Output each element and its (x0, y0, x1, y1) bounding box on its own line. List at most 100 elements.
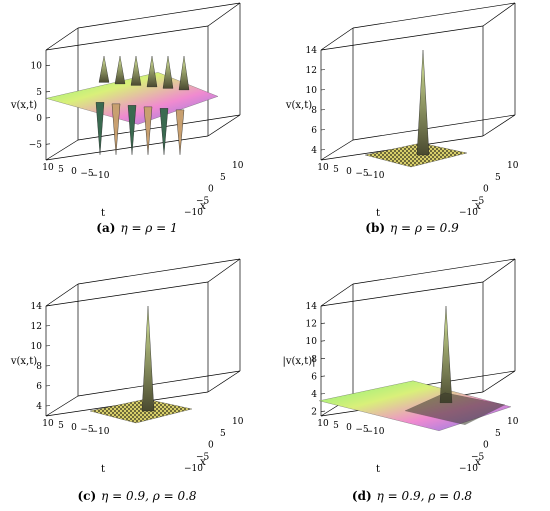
panel-label: (a) (96, 221, 115, 235)
panel-caption: (b) η = ρ = 0.9 (365, 221, 459, 235)
t-tick-label: −5 (355, 425, 369, 435)
box-edge (207, 2, 241, 27)
spike-down (143, 106, 153, 155)
spike-up (98, 55, 110, 83)
surface-plane (89, 398, 193, 424)
panel-parameters: η = 0.9, ρ = 0.8 (377, 489, 473, 503)
z-tick-mark (45, 64, 51, 67)
z-tick-mark (45, 365, 51, 367)
x-axis-label: x (475, 201, 481, 212)
panel-caption: (a) η = ρ = 1 (96, 221, 177, 235)
z-tick-mark (45, 143, 51, 145)
x-axis-label: x (200, 201, 206, 212)
z-axis-label: v(x,t) (285, 100, 312, 111)
x-tick-label: 0 (483, 441, 489, 451)
box-edge (77, 370, 241, 397)
box-edge (482, 114, 516, 137)
z-tick-label: 12 (306, 320, 317, 330)
x-tick-label: −10 (459, 208, 478, 218)
z-tick-mark (45, 345, 51, 347)
x-tick-label: −10 (184, 464, 203, 474)
box-edge (45, 281, 209, 307)
t-tick-label: 0 (71, 423, 77, 433)
box-edge (320, 139, 354, 161)
z-tick-mark (320, 149, 326, 151)
peak-spike (439, 305, 453, 403)
x-tick-label: 0 (208, 441, 214, 451)
panel-label: (b) (365, 221, 385, 235)
z-axis-label: v(x,t) (10, 356, 37, 367)
x-tick-label: −5 (471, 452, 485, 462)
panel-parameters: η = 0.9, ρ = 0.8 (101, 489, 197, 503)
z-tick-mark (320, 358, 326, 360)
z-tick-label: 6 (311, 372, 317, 382)
spike-down (111, 103, 121, 155)
x-tick-label: 10 (232, 417, 244, 427)
z-tick-mark (45, 117, 51, 119)
z-tick-label: 14 (31, 302, 43, 312)
z-tick-mark (320, 89, 326, 91)
box-edge (207, 370, 241, 393)
t-tick-label: 10 (317, 163, 329, 173)
z-tick-label: 4 (311, 146, 317, 156)
box-edge (45, 27, 79, 51)
box-edge (320, 281, 484, 307)
spike-up (178, 55, 190, 91)
x-tick-label: 10 (232, 161, 244, 171)
z-tick-mark (45, 405, 51, 407)
panel-caption: (d) η = 0.9, ρ = 0.8 (352, 489, 473, 503)
surface-plane (364, 142, 468, 168)
panel-caption: (c) η = 0.9, ρ = 0.8 (77, 489, 196, 503)
z-tick-label: 12 (306, 66, 317, 76)
z-tick-mark (45, 325, 51, 327)
spike-down (127, 105, 137, 155)
z-tick-mark (320, 129, 326, 131)
t-tick-label: −5 (80, 425, 94, 435)
x-tick-label: −5 (196, 452, 210, 462)
z-tick-label: 8 (36, 362, 42, 372)
z-tick-mark (320, 322, 326, 324)
x-axis-label: x (475, 457, 481, 468)
z-tick-label: 12 (31, 322, 42, 332)
x-tick-label: 5 (495, 429, 501, 439)
x-tick-label: 10 (507, 417, 519, 427)
z-tick-label: 5 (36, 88, 42, 98)
t-tick-label: −10 (366, 171, 385, 181)
box-edge (482, 370, 516, 393)
z-tick-mark (320, 410, 326, 412)
box-edge (320, 283, 354, 307)
z-tick-label: 0 (36, 114, 42, 124)
spike-down (175, 109, 185, 155)
t-tick-label: 10 (42, 163, 54, 173)
z-tick-label: 10 (306, 86, 318, 96)
t-tick-label: −5 (355, 169, 369, 179)
spike-down (159, 108, 169, 155)
z-tick-label: −5 (29, 140, 43, 150)
box-edge (352, 258, 516, 285)
box-edge (45, 139, 79, 161)
t-axis-label: t (101, 208, 105, 219)
x-tick-label: −5 (471, 196, 485, 206)
t-tick-label: 0 (346, 423, 352, 433)
t-tick-label: 5 (58, 165, 64, 175)
spike-up (146, 55, 158, 88)
z-tick-mark (320, 393, 326, 395)
x-tick-label: 0 (208, 185, 214, 195)
z-tick-mark (320, 305, 326, 307)
box-edge (45, 135, 209, 161)
box-edge (45, 25, 209, 51)
panel-label: (c) (77, 489, 96, 503)
t-axis-label: t (101, 464, 105, 475)
box-edge (482, 258, 516, 283)
x-tick-label: −10 (459, 464, 478, 474)
box-edge (320, 27, 354, 51)
z-axis-label: |v(x,t)| (282, 356, 315, 367)
t-tick-label: 5 (333, 421, 339, 431)
z-tick-label: 4 (311, 390, 317, 400)
box-edge (77, 258, 241, 285)
t-tick-label: −10 (91, 171, 110, 181)
z-tick-mark (320, 49, 326, 51)
z-tick-label: 8 (311, 355, 317, 365)
